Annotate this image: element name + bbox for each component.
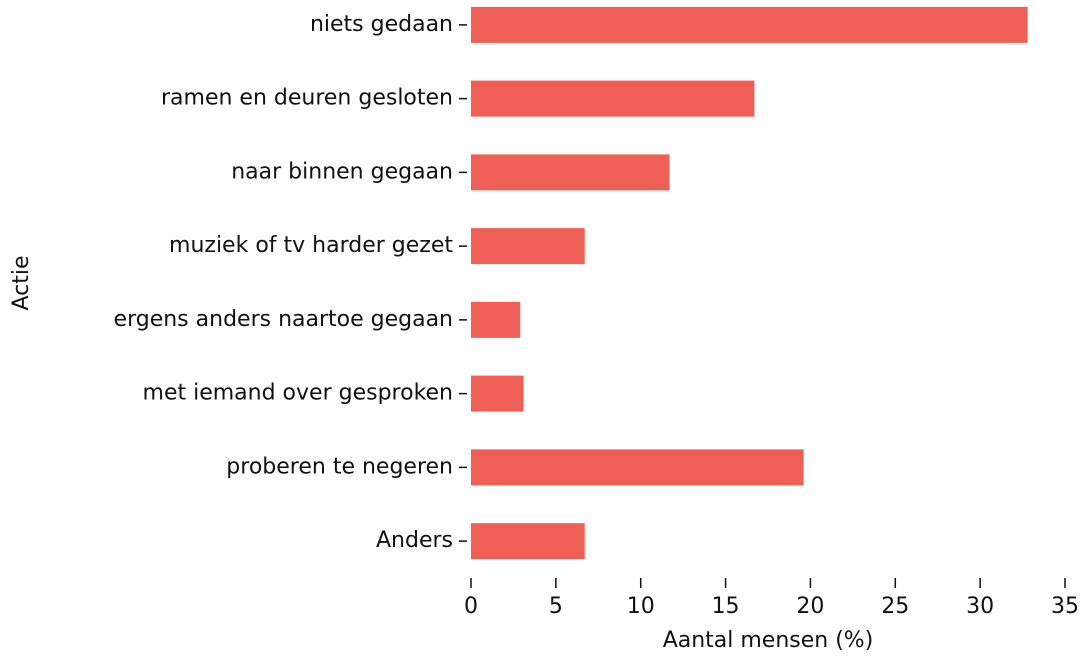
bar bbox=[471, 6, 1028, 43]
x-tick-label: 30 bbox=[966, 594, 994, 619]
x-axis-title: Aantal mensen (%) bbox=[663, 628, 874, 653]
y-tick-label: muziek of tv harder gezet bbox=[169, 233, 453, 258]
x-tick-label: 20 bbox=[796, 594, 824, 619]
y-tick-label: naar binnen gegaan bbox=[231, 159, 453, 184]
y-tick-label: niets gedaan bbox=[310, 12, 453, 37]
bar bbox=[471, 523, 585, 560]
bar bbox=[471, 375, 524, 412]
bar bbox=[471, 154, 670, 191]
x-tick-label: 25 bbox=[881, 594, 909, 619]
bar bbox=[471, 449, 804, 486]
y-tick-label: Anders bbox=[376, 528, 453, 553]
x-tick-label: 10 bbox=[627, 594, 655, 619]
x-tick-label: 15 bbox=[712, 594, 740, 619]
x-tick-label: 35 bbox=[1051, 594, 1079, 619]
y-tick-label: ramen en deuren gesloten bbox=[161, 86, 453, 111]
y-axis-title: Actie bbox=[9, 255, 34, 310]
bar bbox=[471, 301, 521, 338]
x-tick-label: 0 bbox=[464, 594, 478, 619]
bar bbox=[471, 80, 755, 117]
y-tick-label: ergens anders naartoe gegaan bbox=[114, 307, 453, 332]
x-tick-label: 5 bbox=[549, 594, 563, 619]
y-tick-label: proberen te negeren bbox=[226, 454, 453, 479]
bar bbox=[471, 228, 585, 265]
y-tick-label: met iemand over gesproken bbox=[143, 381, 453, 406]
